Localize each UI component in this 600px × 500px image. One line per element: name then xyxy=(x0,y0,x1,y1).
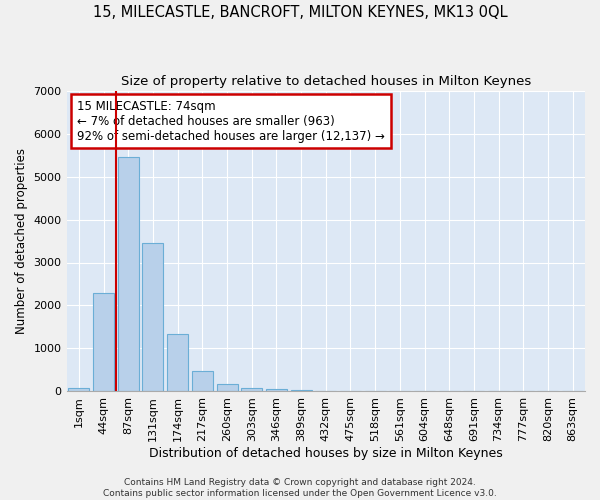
Bar xyxy=(217,384,238,392)
Bar xyxy=(142,243,163,392)
Bar xyxy=(290,390,311,392)
Text: Contains HM Land Registry data © Crown copyright and database right 2024.
Contai: Contains HM Land Registry data © Crown c… xyxy=(103,478,497,498)
Bar xyxy=(241,388,262,392)
Title: Size of property relative to detached houses in Milton Keynes: Size of property relative to detached ho… xyxy=(121,75,531,88)
Bar xyxy=(192,372,213,392)
Bar xyxy=(68,388,89,392)
Bar xyxy=(93,292,114,392)
Bar xyxy=(167,334,188,392)
Text: 15, MILECASTLE, BANCROFT, MILTON KEYNES, MK13 0QL: 15, MILECASTLE, BANCROFT, MILTON KEYNES,… xyxy=(92,5,508,20)
X-axis label: Distribution of detached houses by size in Milton Keynes: Distribution of detached houses by size … xyxy=(149,447,503,460)
Bar xyxy=(266,389,287,392)
Text: 15 MILECASTLE: 74sqm
← 7% of detached houses are smaller (963)
92% of semi-detac: 15 MILECASTLE: 74sqm ← 7% of detached ho… xyxy=(77,100,385,142)
Y-axis label: Number of detached properties: Number of detached properties xyxy=(15,148,28,334)
Bar xyxy=(118,157,139,392)
